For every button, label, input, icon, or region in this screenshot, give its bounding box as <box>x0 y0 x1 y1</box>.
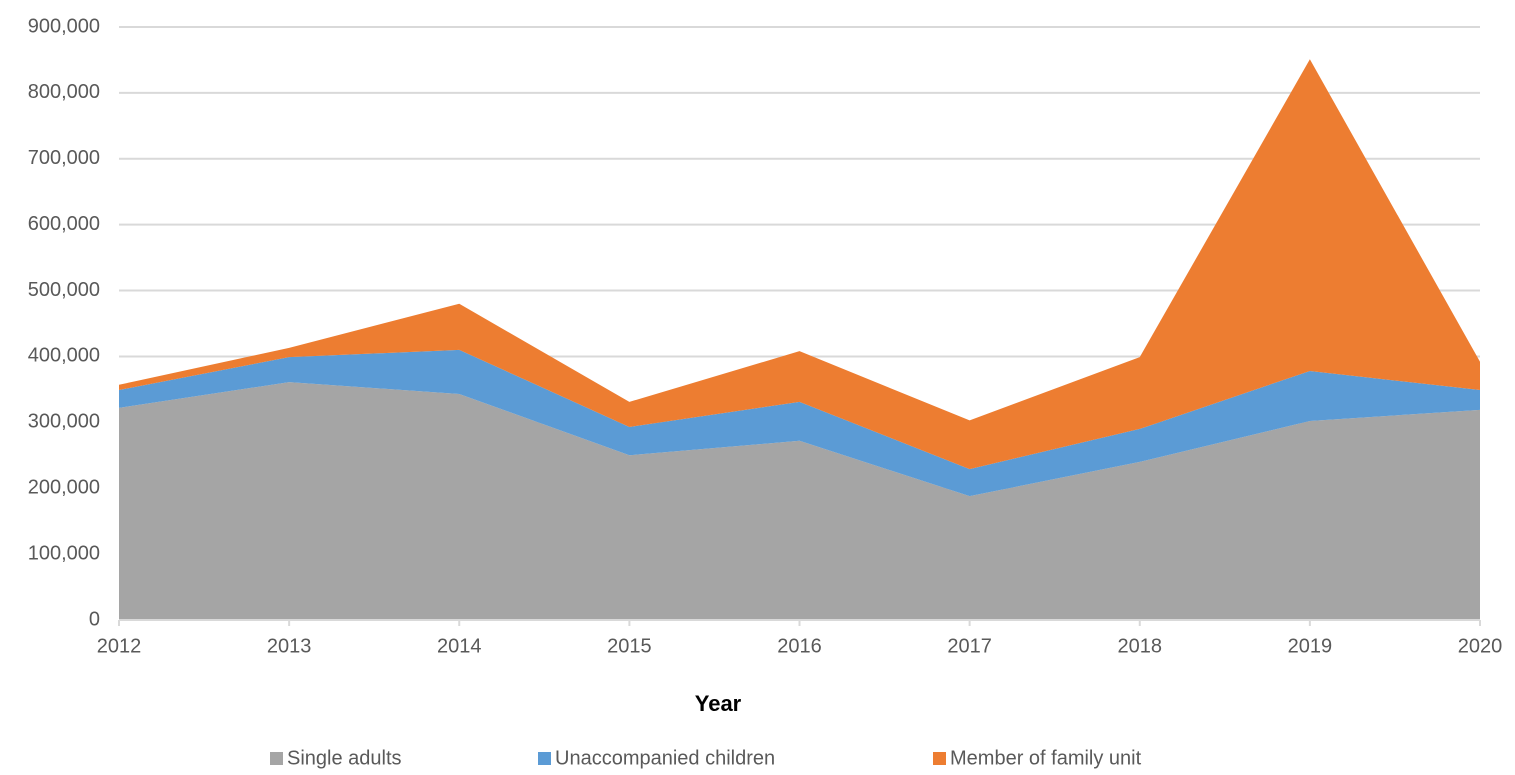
x-tick-label: 2016 <box>777 635 822 657</box>
y-tick-label: 900,000 <box>28 15 100 37</box>
y-tick-label: 200,000 <box>28 477 100 499</box>
area <box>119 382 1480 620</box>
x-tick-label: 2013 <box>267 635 312 657</box>
labels: 0 100,000 200,000 300,000 400,000 500,000 600,… <box>28 15 1503 769</box>
y-tick-label: 800,000 <box>28 81 100 103</box>
area <box>119 59 1480 470</box>
legend-swatch <box>538 752 551 765</box>
x-tick-label: 2019 <box>1288 635 1333 657</box>
y-tick-label: 100,000 <box>28 542 100 564</box>
x-tick-label: 2015 <box>607 635 652 657</box>
x-tick-label: 2014 <box>437 635 482 657</box>
y-tick-label: 700,000 <box>28 147 100 169</box>
legend-swatch <box>933 752 946 765</box>
x-tick-label: 2020 <box>1458 635 1503 657</box>
x-tick-label: 2012 <box>97 635 142 657</box>
legend-label: Member of family unit <box>950 747 1142 769</box>
legend-label: Unaccompanied children <box>555 747 775 769</box>
legend-label: Single adults <box>287 747 402 769</box>
legend-swatch <box>270 752 283 765</box>
areas <box>119 59 1480 620</box>
y-tick-label: 300,000 <box>28 411 100 433</box>
x-tick-label: 2017 <box>947 635 992 657</box>
y-tick-label: 400,000 <box>28 345 100 367</box>
y-tick-label: 600,000 <box>28 213 100 235</box>
y-tick-label: 500,000 <box>28 279 100 301</box>
area <box>119 349 1480 497</box>
y-tick-label: 0 <box>89 608 100 630</box>
x-axis-title: Year <box>695 691 742 716</box>
x-tick-label: 2018 <box>1118 635 1163 657</box>
